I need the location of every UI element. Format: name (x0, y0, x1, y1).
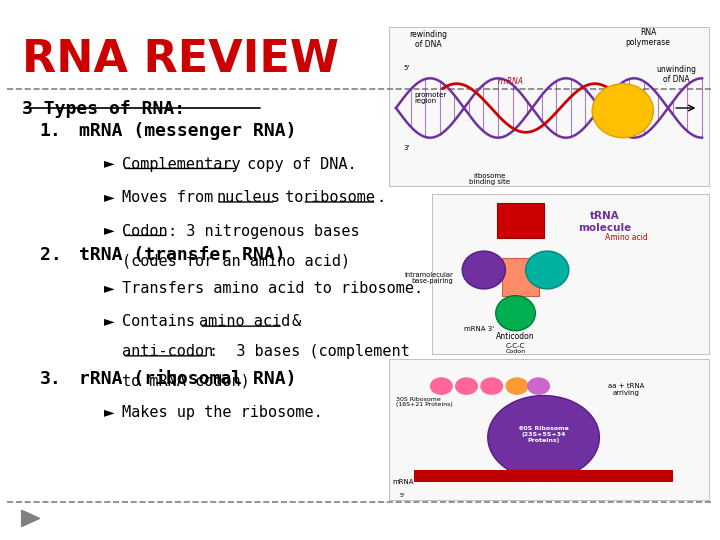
Text: C-C-C: C-C-C (506, 343, 525, 349)
Ellipse shape (495, 296, 535, 330)
Text: ►: ► (104, 405, 115, 419)
Text: 5': 5' (400, 492, 405, 498)
Text: .: . (377, 190, 386, 205)
Text: ribosome: ribosome (302, 190, 375, 205)
FancyBboxPatch shape (432, 194, 709, 354)
Text: RNA
polymerase: RNA polymerase (626, 28, 670, 48)
Text: m.RNA: m.RNA (498, 77, 524, 86)
Text: to: to (276, 190, 312, 205)
Text: promoter
region: promoter region (414, 92, 446, 104)
Text: ►: ► (104, 157, 115, 171)
FancyBboxPatch shape (389, 359, 709, 500)
Text: Intramolecular
base-pairing: Intramolecular base-pairing (405, 272, 454, 285)
Text: rRNA (ribosomal RNA): rRNA (ribosomal RNA) (79, 370, 297, 388)
Text: Codon: Codon (505, 349, 526, 354)
FancyBboxPatch shape (502, 258, 539, 296)
FancyBboxPatch shape (414, 470, 673, 482)
Text: &: & (283, 314, 301, 329)
Text: 5': 5' (403, 64, 410, 71)
Text: RNA REVIEW: RNA REVIEW (22, 38, 338, 81)
Text: 60S Ribosome
(23S+5S+34
Proteins): 60S Ribosome (23S+5S+34 Proteins) (518, 427, 569, 443)
Text: ribosome
binding site: ribosome binding site (469, 173, 510, 185)
Circle shape (456, 378, 477, 394)
Text: mRNA (messenger RNA): mRNA (messenger RNA) (79, 122, 297, 139)
Text: nucleus: nucleus (216, 190, 280, 205)
Text: Complementary: Complementary (122, 157, 241, 172)
Text: Transfers amino acid to ribosome.: Transfers amino acid to ribosome. (122, 281, 423, 296)
Text: Codon: Codon (122, 224, 168, 239)
Text: 30S Ribosome
(16S+21 Proteins): 30S Ribosome (16S+21 Proteins) (396, 397, 453, 407)
Text: ►: ► (104, 281, 115, 295)
Text: : 3 nitrogenous bases: : 3 nitrogenous bases (168, 224, 359, 239)
Text: ►: ► (104, 224, 115, 238)
Text: :  3 bases (complement: : 3 bases (complement (209, 344, 410, 359)
Text: Anticodon: Anticodon (496, 332, 535, 341)
Text: to mRNA codon): to mRNA codon) (122, 374, 250, 389)
Text: amino acid: amino acid (199, 314, 291, 329)
Text: Amino acid: Amino acid (605, 233, 647, 242)
Text: 3 Types of RNA:: 3 Types of RNA: (22, 100, 185, 118)
Ellipse shape (592, 84, 654, 138)
Text: ►: ► (104, 314, 115, 328)
Text: 1.: 1. (40, 122, 61, 139)
Text: tRNA
molecule: tRNA molecule (578, 211, 631, 233)
Circle shape (431, 378, 452, 394)
Circle shape (506, 378, 528, 394)
FancyBboxPatch shape (497, 202, 544, 238)
Text: Contains: Contains (122, 314, 214, 329)
Text: 3.: 3. (40, 370, 61, 388)
Text: mRNA 3': mRNA 3' (464, 326, 495, 333)
Ellipse shape (526, 251, 569, 289)
Text: Moves from: Moves from (122, 190, 222, 205)
Text: mRNA: mRNA (392, 478, 414, 485)
Text: Makes up the ribosome.: Makes up the ribosome. (122, 405, 323, 420)
Text: 3': 3' (403, 145, 410, 152)
Text: copy of DNA.: copy of DNA. (238, 157, 356, 172)
Text: (codes for an amino acid): (codes for an amino acid) (122, 253, 351, 268)
Text: anti-codon: anti-codon (122, 344, 214, 359)
Circle shape (528, 378, 549, 394)
Text: aa + tRNA
arriving: aa + tRNA arriving (608, 383, 644, 396)
Text: ►: ► (104, 190, 115, 204)
Text: GGAAAUCGGU: GGAAAUCGGU (525, 483, 562, 488)
Text: rewinding
of DNA: rewinding of DNA (410, 30, 447, 49)
Text: 2.: 2. (40, 246, 61, 264)
Polygon shape (22, 510, 40, 526)
Ellipse shape (462, 251, 505, 289)
Text: unwinding
of DNA: unwinding of DNA (657, 65, 697, 84)
Circle shape (481, 378, 503, 394)
FancyBboxPatch shape (389, 27, 709, 186)
Text: tRNA (transfer RNA): tRNA (transfer RNA) (79, 246, 286, 264)
Ellipse shape (487, 395, 599, 480)
